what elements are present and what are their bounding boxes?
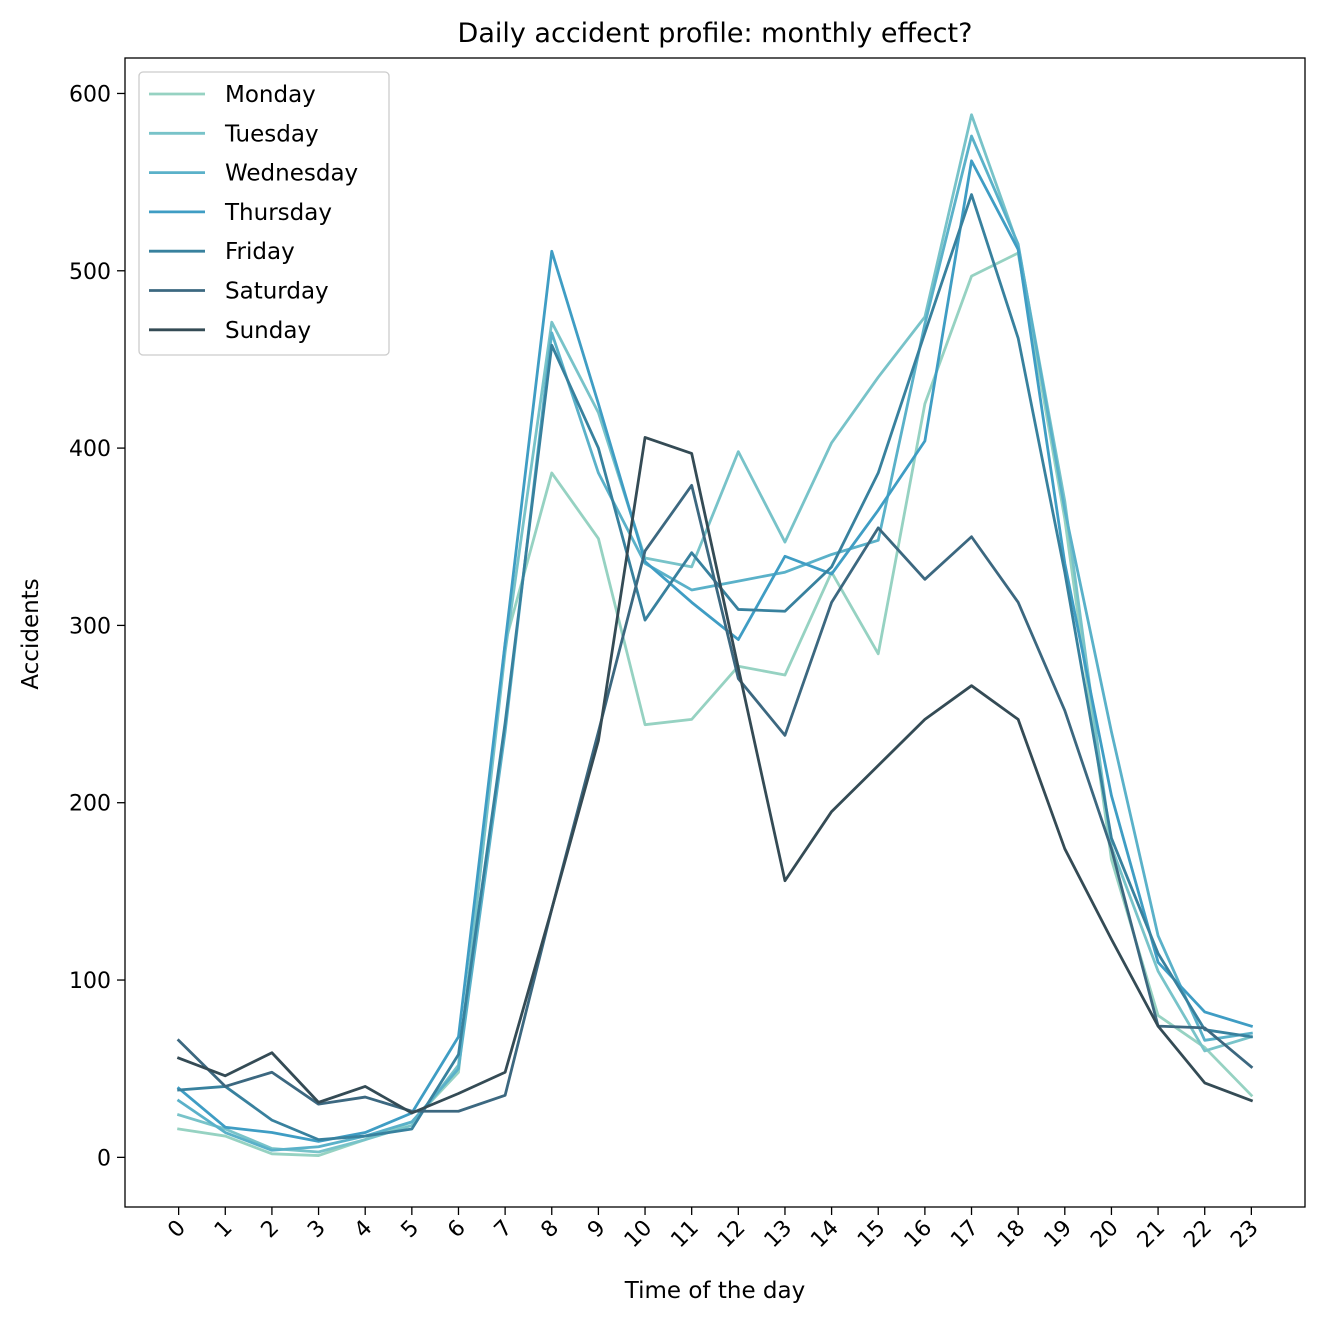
- y-tick-label: 400: [69, 437, 111, 462]
- y-tick-label: 600: [69, 82, 111, 107]
- legend-label-tuesday: Tuesday: [224, 121, 319, 147]
- series-line-thursday: [176, 159, 1254, 1143]
- plot-frame: [124, 57, 1306, 1208]
- legend-label-monday: Monday: [225, 82, 316, 108]
- y-tick-label: 0: [97, 1146, 111, 1171]
- y-axis: 0 100 200 300 400 500 600: [69, 82, 125, 1171]
- y-tick-label: 500: [69, 260, 111, 285]
- chart-title: Daily accident profile: monthly effect?: [458, 18, 973, 49]
- legend-label-sunday: Sunday: [225, 318, 311, 344]
- series-layer: [176, 113, 1254, 1157]
- legend-label-saturday: Saturday: [225, 279, 329, 305]
- series-line-saturday: [176, 483, 1254, 1113]
- series-line-sunday: [176, 436, 1254, 1115]
- y-tick-label: 300: [69, 614, 111, 639]
- legend-box: [138, 71, 390, 356]
- y-axis-label: Accidents: [18, 578, 44, 689]
- legend-label-wednesday: Wednesday: [225, 161, 358, 187]
- legend: Monday Tuesday Wednesday Thursday Friday Satu…: [138, 71, 390, 356]
- series-line-tuesday: [176, 113, 1254, 1154]
- legend-label-friday: Friday: [225, 239, 295, 265]
- y-tick-label: 100: [69, 969, 111, 994]
- x-axis-label: Time of the day: [624, 1278, 805, 1304]
- y-tick-label: 200: [69, 792, 111, 817]
- legend-label-thursday: Thursday: [224, 200, 332, 226]
